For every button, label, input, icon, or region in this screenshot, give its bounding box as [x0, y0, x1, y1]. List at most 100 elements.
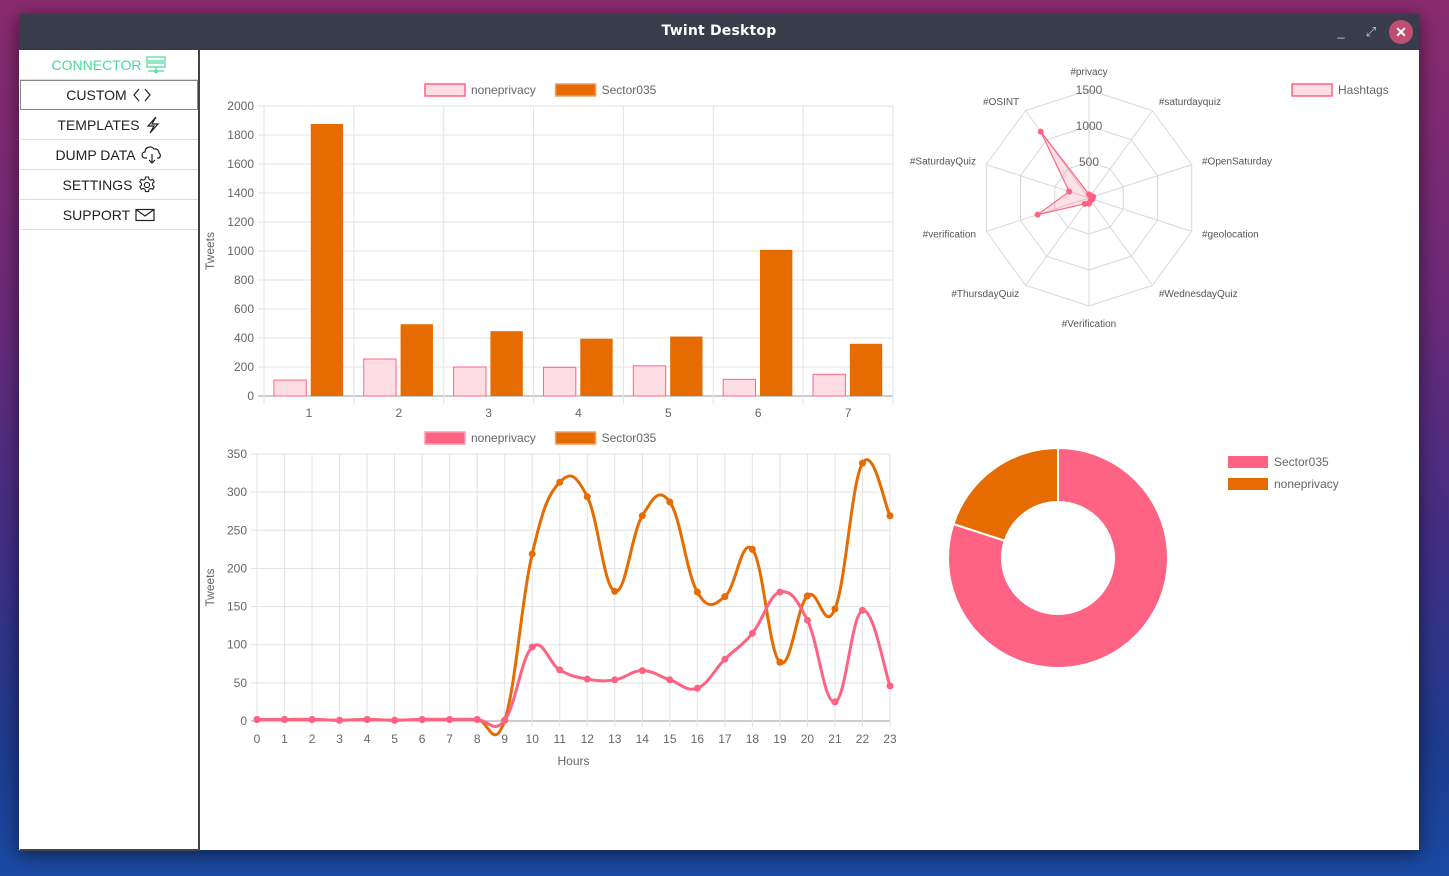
legend-label: Sector035 [1274, 455, 1329, 469]
radar-spoke [1088, 197, 1153, 286]
maximize-button[interactable]: ⤢ [1365, 24, 1377, 39]
radar-point [1034, 211, 1041, 218]
point-noneprivacy [583, 675, 591, 683]
point-noneprivacy [556, 666, 564, 674]
sidebar-item-support[interactable]: SUPPORT [20, 200, 198, 230]
bar-Sector035 [760, 249, 793, 396]
bar-noneprivacy [722, 378, 757, 397]
x-tick-label: 4 [364, 732, 371, 746]
legend-label: noneprivacy [471, 83, 536, 97]
y-axis-label: Tweets [203, 568, 217, 606]
x-tick-label: 17 [718, 732, 732, 746]
x-tick-label: 2 [309, 732, 316, 746]
server-icon [146, 55, 167, 73]
bar-noneprivacy [453, 366, 487, 397]
sidebar-item-connector[interactable]: CONNECTOR [20, 50, 198, 80]
legend-label: noneprivacy [471, 431, 536, 445]
x-tick-label: 6 [419, 732, 426, 746]
x-tick-label: 23 [883, 732, 897, 746]
x-tick-label: 3 [485, 406, 492, 420]
radar-axis-label: #geolocation [1202, 230, 1259, 241]
sidebar-item-label: DUMP DATA [55, 146, 136, 163]
y-tick-label: 2000 [227, 99, 254, 113]
bar-Sector035 [849, 343, 883, 396]
x-tick-label: 5 [665, 406, 672, 420]
sidebar-item-templates[interactable]: TEMPLATES [20, 110, 198, 140]
lightning-icon [146, 116, 159, 133]
title-bar[interactable]: Twint Desktop _ ⤢ ✕ [19, 14, 1419, 50]
y-tick-label: 50 [234, 676, 248, 690]
radar-axis-label: #verification [923, 230, 976, 241]
radar-axis-label: #saturdayquiz [1159, 97, 1221, 108]
y-tick-label: 600 [234, 302, 254, 316]
radar-tick-label: 1500 [1076, 83, 1103, 97]
point-noneprivacy [721, 655, 729, 663]
y-tick-label: 100 [227, 638, 247, 652]
x-tick-label: 1 [306, 406, 313, 420]
line-noneprivacy [257, 590, 892, 728]
point-noneprivacy [858, 606, 866, 614]
point-noneprivacy [473, 715, 481, 723]
gear-icon [138, 175, 155, 192]
radar-axis-label: #Verification [1062, 319, 1116, 330]
close-button[interactable]: ✕ [1389, 20, 1413, 44]
point-noneprivacy [776, 588, 784, 596]
x-tick-label: 7 [845, 406, 852, 420]
legend-swatch [1291, 83, 1333, 97]
bar-Sector035 [310, 123, 344, 396]
point-Sector035 [831, 605, 839, 613]
y-axis-label: Tweets [203, 232, 217, 270]
y-tick-label: 200 [234, 360, 254, 374]
legend-label: Sector035 [602, 431, 657, 445]
point-noneprivacy [831, 698, 839, 706]
x-tick-label: 12 [581, 732, 595, 746]
x-tick-label: 8 [474, 732, 481, 746]
radar-axis-label: #OSINT [983, 97, 1019, 108]
point-noneprivacy [803, 616, 811, 624]
x-axis-label: Hours [557, 754, 589, 768]
x-tick-label: 4 [575, 406, 582, 420]
point-Sector035 [693, 588, 701, 596]
x-tick-label: 3 [336, 732, 343, 746]
slice-Sector035 [947, 446, 1169, 669]
bar-Sector035 [490, 331, 523, 396]
envelope-icon [135, 208, 155, 221]
radar-axis-label: #SaturdayQuiz [910, 156, 976, 167]
slice-noneprivacy [952, 446, 1059, 542]
window-title: Twint Desktop [661, 23, 777, 39]
y-tick-label: 1200 [227, 215, 254, 229]
hashtags-radar-chart: #privacy #saturdayquiz #OpenSaturday #geolo… [910, 67, 1389, 330]
minimize-button[interactable]: _ [1337, 24, 1345, 39]
point-Sector035 [803, 592, 811, 600]
legend-swatch [424, 431, 466, 445]
point-noneprivacy [253, 715, 261, 723]
bar-Sector035 [670, 336, 703, 396]
bar-noneprivacy [632, 365, 667, 397]
point-Sector035 [666, 498, 674, 506]
radar-spoke [1088, 110, 1153, 199]
point-Sector035 [611, 587, 619, 595]
sidebar-item-custom[interactable]: CUSTOM [20, 80, 198, 110]
x-tick-label: 14 [636, 732, 650, 746]
sidebar-item-dump-data[interactable]: DUMP DATA [20, 140, 198, 170]
point-noneprivacy [336, 716, 344, 724]
legend-swatch [1228, 456, 1268, 468]
sidebar-item-settings[interactable]: SETTINGS [20, 170, 198, 200]
point-noneprivacy [528, 643, 536, 651]
y-tick-label: 250 [227, 523, 247, 537]
legend-swatch [554, 83, 597, 97]
x-tick-label: 18 [746, 732, 760, 746]
bar-noneprivacy [812, 373, 846, 397]
bar-noneprivacy [542, 366, 577, 397]
sidebar-item-label: CONNECTOR [51, 56, 142, 73]
x-tick-label: 6 [755, 406, 762, 420]
point-Sector035 [721, 593, 729, 601]
radar-point [1081, 200, 1088, 207]
y-tick-label: 800 [234, 273, 254, 287]
radar-spoke [1025, 197, 1090, 286]
bar-Sector035 [580, 338, 613, 396]
cloud-download-icon [141, 145, 161, 164]
sidebar-item-label: SUPPORT [62, 206, 131, 223]
app-window: Twint Desktop _ ⤢ ✕ CONNECTOR CUSTOM TEM… [19, 14, 1419, 851]
